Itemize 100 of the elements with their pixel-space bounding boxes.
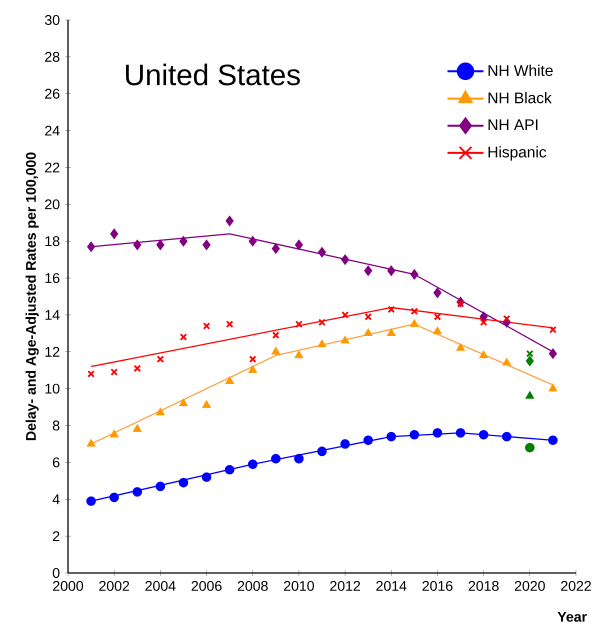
- point: [179, 236, 188, 247]
- point: [502, 432, 512, 442]
- point: [248, 236, 257, 247]
- point: [225, 376, 234, 384]
- legend-label: NH Black: [488, 92, 552, 104]
- point: [109, 492, 119, 502]
- y-tick-label: 28: [45, 52, 60, 62]
- x-tick-label: 2000: [53, 580, 84, 591]
- point: [548, 436, 558, 446]
- point: [86, 496, 96, 506]
- x-tick-label: 2008: [238, 580, 268, 591]
- point: [249, 355, 256, 363]
- y-tick-label: 8: [52, 420, 60, 431]
- y-tick-label: 4: [52, 494, 60, 504]
- y-tick-label: 2: [52, 531, 60, 542]
- y-axis-title: Delay- and Age-Adjusted Rates per 100,000: [26, 152, 39, 440]
- point: [318, 318, 326, 326]
- point: [272, 332, 280, 339]
- point: [179, 398, 188, 406]
- x-tick-label: 2004: [145, 580, 176, 591]
- point: [456, 300, 464, 308]
- point: [364, 328, 373, 336]
- y-tick-label: 26: [45, 88, 60, 99]
- x-tick-label: 2014: [376, 580, 406, 591]
- x-tick-label: 2006: [192, 580, 222, 591]
- point: [110, 430, 119, 438]
- point: [132, 487, 142, 497]
- y-tick-label: 22: [45, 162, 60, 172]
- x-tick-label: 2020: [514, 580, 545, 591]
- point: [480, 318, 488, 326]
- point: [87, 370, 95, 378]
- point: [202, 240, 211, 250]
- point: [226, 320, 234, 328]
- y-tick-label: 24: [45, 126, 60, 136]
- point: [110, 228, 118, 240]
- point: [388, 306, 395, 314]
- point: [272, 243, 280, 254]
- y-tick-label: 20: [45, 199, 60, 210]
- point: [318, 339, 326, 348]
- point: [341, 311, 349, 319]
- point: [202, 400, 211, 408]
- point: [294, 240, 303, 250]
- point: [134, 364, 141, 372]
- y-tick-label: 6: [52, 457, 60, 468]
- y-tick-label: 16: [45, 273, 60, 284]
- point: [87, 241, 96, 252]
- point: [548, 384, 558, 392]
- x-tick-label: 2022: [561, 580, 591, 591]
- point: [248, 365, 258, 373]
- point: [295, 320, 303, 328]
- point: [549, 326, 557, 334]
- point: [294, 454, 304, 464]
- point: [133, 240, 142, 250]
- point: [202, 472, 212, 482]
- point: [363, 436, 373, 446]
- point: [410, 319, 419, 327]
- y-tick-label: 18: [45, 236, 60, 246]
- point: [202, 322, 210, 330]
- x-tick-label: 2012: [330, 580, 360, 591]
- point: [318, 246, 326, 258]
- point: [364, 265, 372, 276]
- y-tick-label: 0: [52, 568, 60, 578]
- point: [526, 356, 534, 366]
- point: [433, 326, 442, 334]
- point: [341, 254, 350, 265]
- x-tick-label: 2010: [284, 580, 314, 591]
- point: [456, 343, 465, 351]
- point: [224, 464, 234, 475]
- point: [432, 428, 442, 438]
- point: [132, 424, 142, 432]
- x-axis-title: Year: [558, 612, 587, 622]
- point: [479, 350, 488, 358]
- point: [410, 430, 420, 440]
- point: [364, 313, 372, 320]
- point: [178, 478, 188, 488]
- point: [386, 432, 396, 442]
- point: [525, 390, 534, 399]
- point: [86, 438, 96, 447]
- point: [340, 439, 350, 449]
- point: [526, 350, 534, 358]
- point: [410, 269, 418, 280]
- point: [110, 368, 118, 376]
- y-tick-label: 30: [44, 15, 60, 25]
- point: [548, 348, 557, 359]
- point: [410, 308, 418, 315]
- legend-label: NH White: [488, 64, 553, 76]
- point: [156, 355, 164, 363]
- x-tick-label: 2016: [422, 580, 452, 591]
- legend-label: NH API: [488, 119, 538, 130]
- point: [180, 333, 188, 341]
- point: [387, 265, 396, 276]
- point: [434, 313, 442, 320]
- x-tick-label: 2002: [99, 580, 130, 591]
- point: [386, 328, 396, 336]
- text: United States: [126, 64, 300, 86]
- y-tick-label: 10: [45, 384, 60, 394]
- point: [156, 240, 164, 250]
- point: [525, 442, 535, 452]
- y-tick-label: 14: [45, 310, 60, 320]
- point: [503, 314, 510, 322]
